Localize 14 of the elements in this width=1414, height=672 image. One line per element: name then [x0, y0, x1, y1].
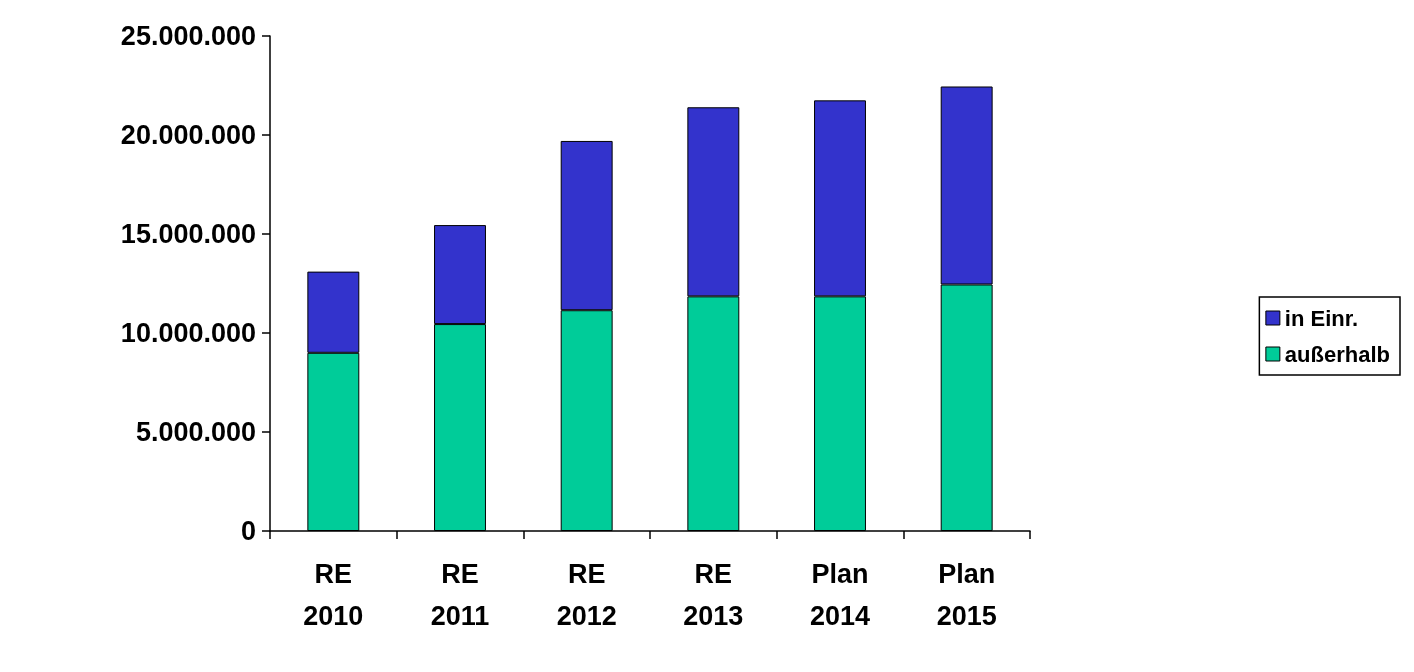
y-tick-label: 0 — [240, 516, 256, 546]
y-tick-label: 20.000.000 — [120, 120, 256, 150]
y-tick-label: 5.000.000 — [135, 417, 256, 447]
x-tick-label: RE 2010 — [303, 559, 364, 631]
x-tick-label: RE 2012 — [556, 559, 617, 631]
y-tick-label: 25.000.000 — [120, 21, 256, 51]
x-tick-label: Plan 2014 — [809, 559, 871, 631]
x-tick-label: Plan 2015 — [936, 559, 997, 631]
x-tick-label: RE 2011 — [430, 559, 490, 631]
y-tick-label: 15.000.000 — [120, 219, 256, 249]
x-tick-label: RE 2013 — [683, 559, 744, 631]
legend-label: in Einr. — [1284, 305, 1359, 331]
y-tick-label: 10.000.000 — [120, 318, 256, 348]
legend-label: außerhalb — [1284, 341, 1391, 367]
